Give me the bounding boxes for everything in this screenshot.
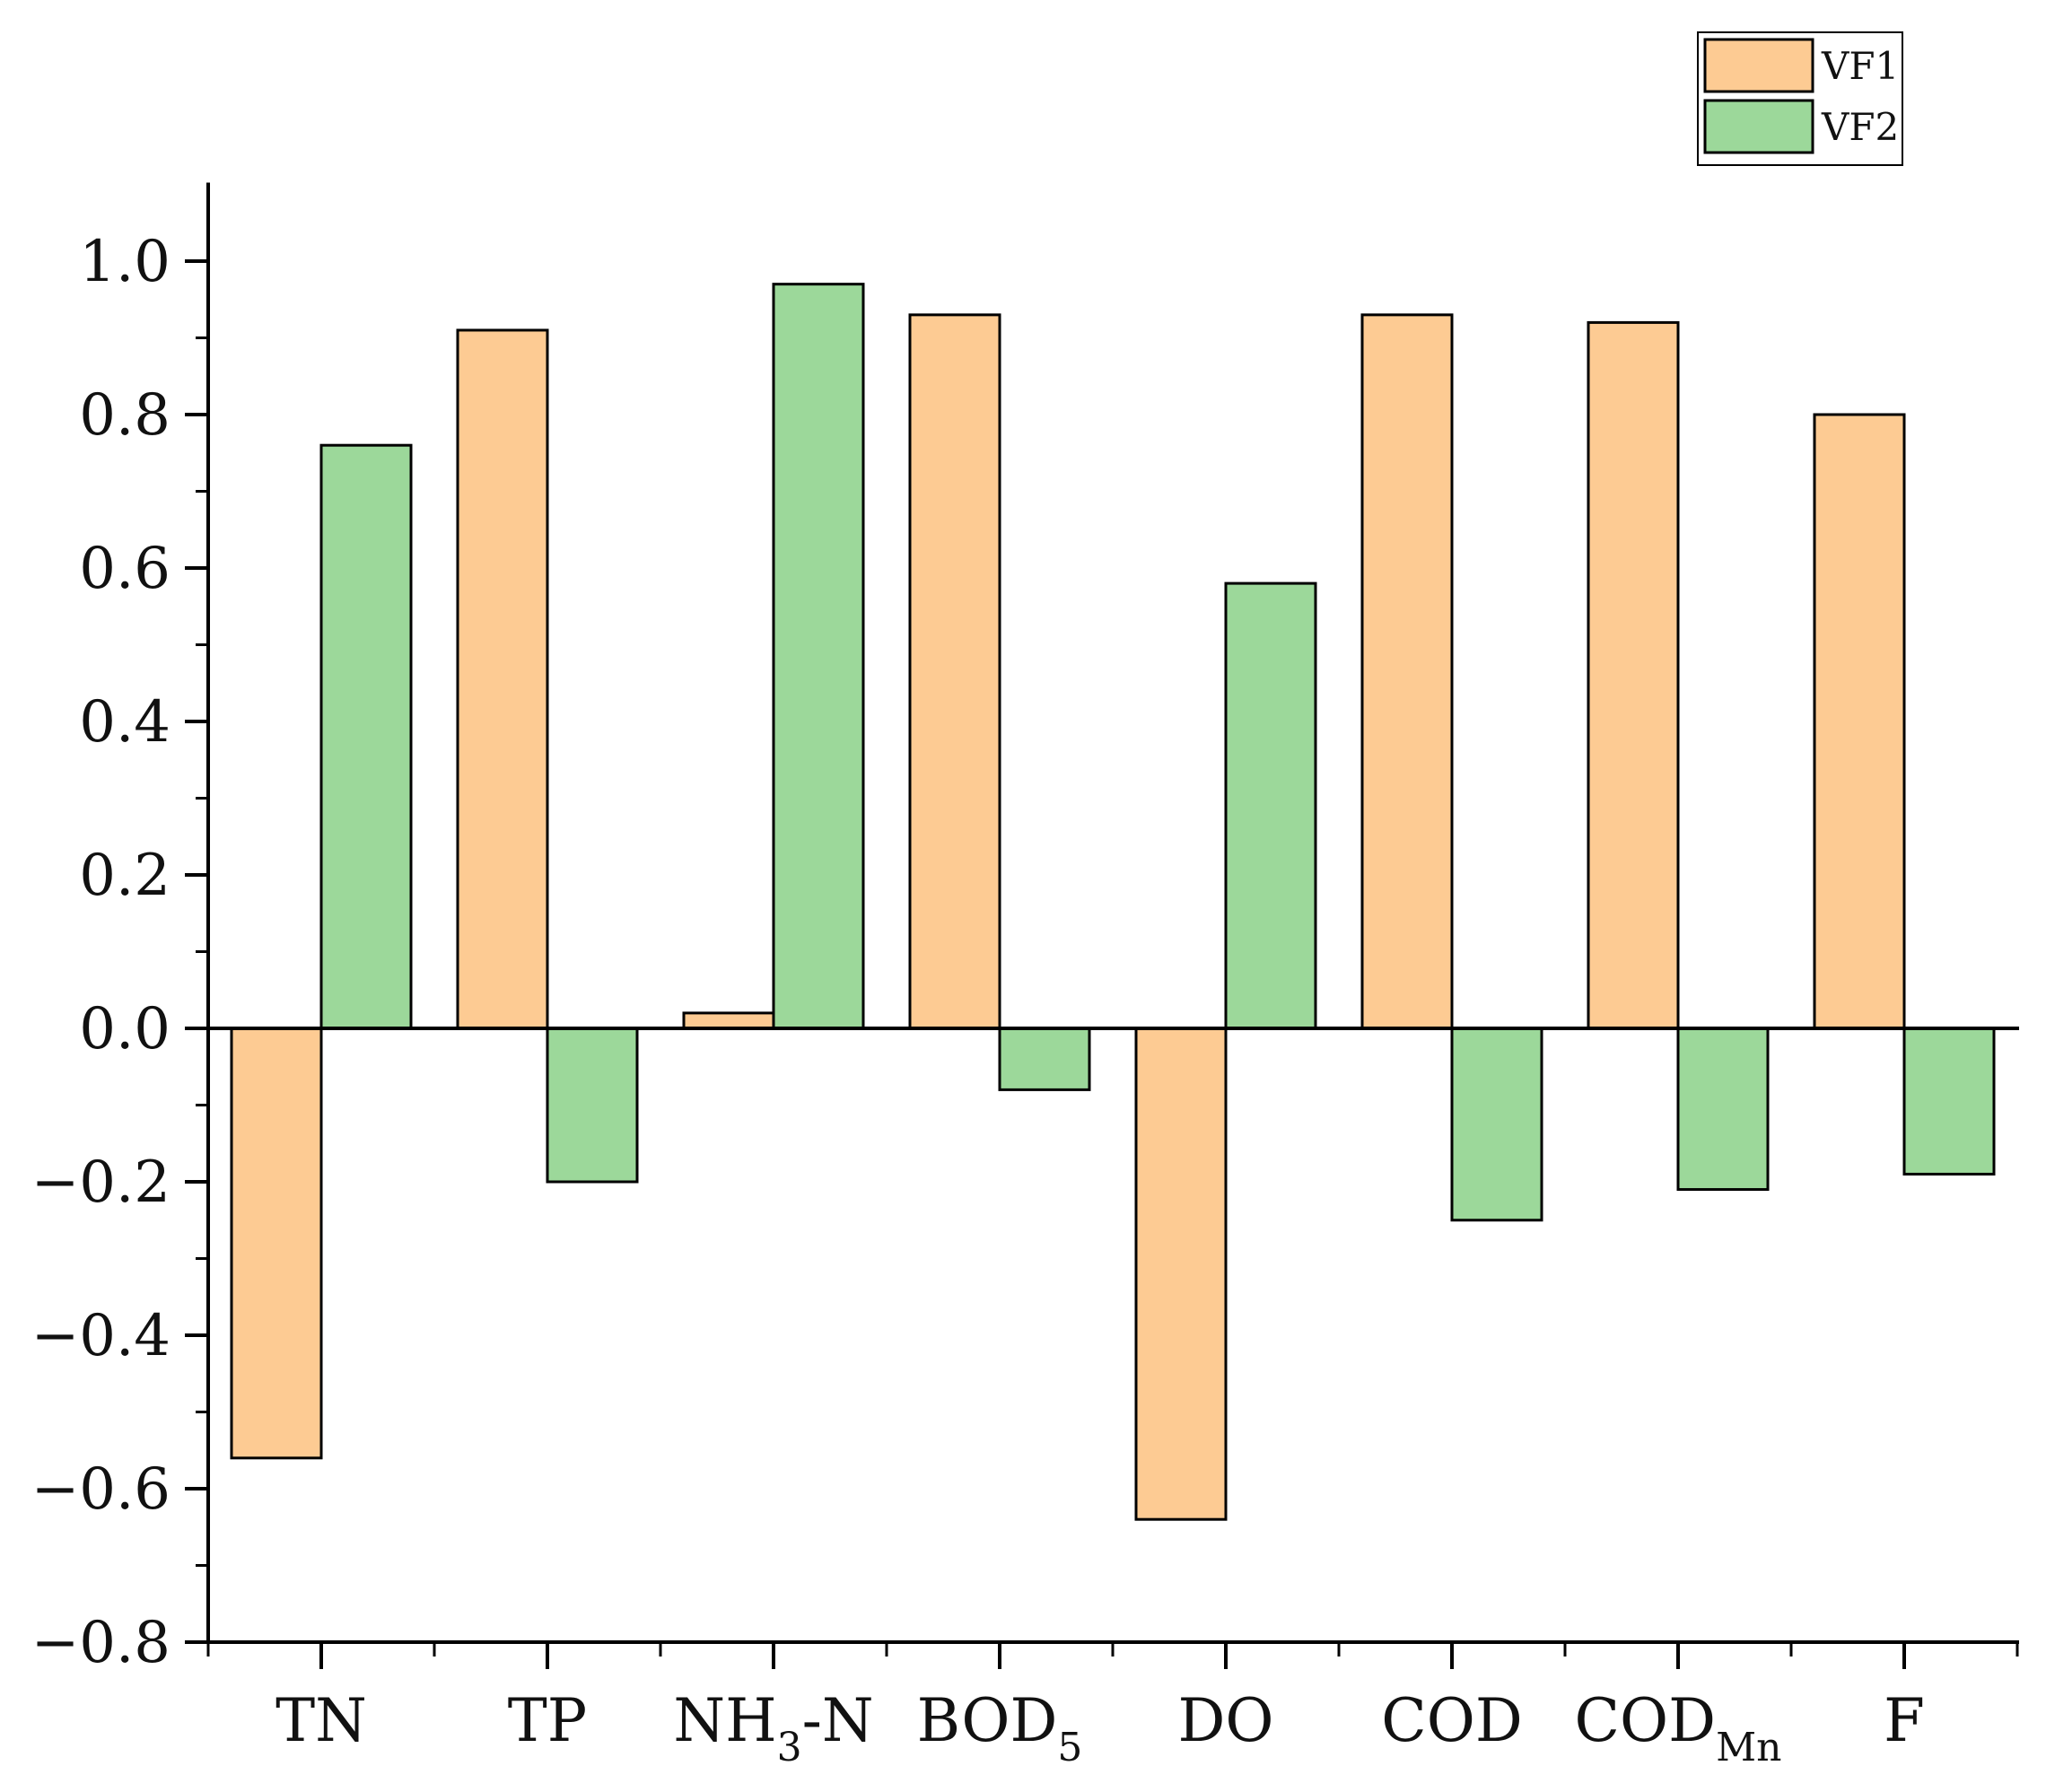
x-tick-label: CODMn: [1575, 1686, 1782, 1770]
bar-vf1-bod5: [908, 313, 1001, 1030]
y-tick-label: −0.2: [31, 1150, 170, 1216]
x-tick-label: TN: [275, 1686, 367, 1755]
bar-vf2-codmn: [1676, 1027, 1770, 1192]
x-tick-label: BOD5: [917, 1686, 1083, 1770]
bar-vf1-do: [1134, 1027, 1228, 1521]
axes-layer: 1.0 0.8 0.6 0.4 0.2 0.0 −0.2 −0.4 −0.6 −0.8 TN TP NH…: [31, 182, 2019, 1770]
y-tick-label: −0.4: [31, 1303, 170, 1369]
x-tick-label: F: [1884, 1686, 1925, 1755]
bar-vf1-tn: [230, 1027, 323, 1460]
legend-swatch-vf2: [1703, 99, 1814, 154]
y-tick-label: 0.8: [79, 382, 170, 449]
y-tick-label: 0.4: [79, 689, 170, 756]
bar-vf1-f: [1813, 413, 1906, 1030]
bar-vf2-tp: [546, 1027, 639, 1184]
bar-vf1-codmn: [1587, 320, 1680, 1030]
bar-vf2-do: [1224, 581, 1317, 1030]
bar-vf2-nh3-n: [772, 283, 865, 1030]
bar-vf2-tn: [319, 443, 413, 1030]
bar-vf1-cod: [1360, 313, 1454, 1030]
bar-vf1-tp: [456, 328, 549, 1030]
bar-vf2-cod: [1450, 1027, 1543, 1222]
x-tick-label: NH3-N: [673, 1686, 873, 1770]
legend-swatch-vf1: [1703, 38, 1814, 93]
bar-vf2-f: [1902, 1027, 1996, 1176]
bar-vf2-bod5: [998, 1027, 1091, 1091]
legend-label-vf1: VF1: [1821, 44, 1899, 88]
x-tick-label: TP: [508, 1686, 587, 1755]
x-tick-label: DO: [1177, 1686, 1273, 1755]
y-tick-label: 0.2: [79, 843, 170, 909]
legend-label-vf2: VF2: [1821, 105, 1899, 149]
bars-layer: [230, 283, 1996, 1521]
x-tick-label: COD: [1381, 1686, 1523, 1755]
bar-vf1-nh3-n: [682, 1011, 775, 1030]
y-tick-label: 0.0: [79, 996, 170, 1062]
y-tick-label: 0.6: [79, 536, 170, 602]
y-tick-label: 1.0: [79, 229, 170, 295]
y-tick-label: −0.8: [31, 1610, 170, 1676]
y-tick-label: −0.6: [31, 1456, 170, 1523]
